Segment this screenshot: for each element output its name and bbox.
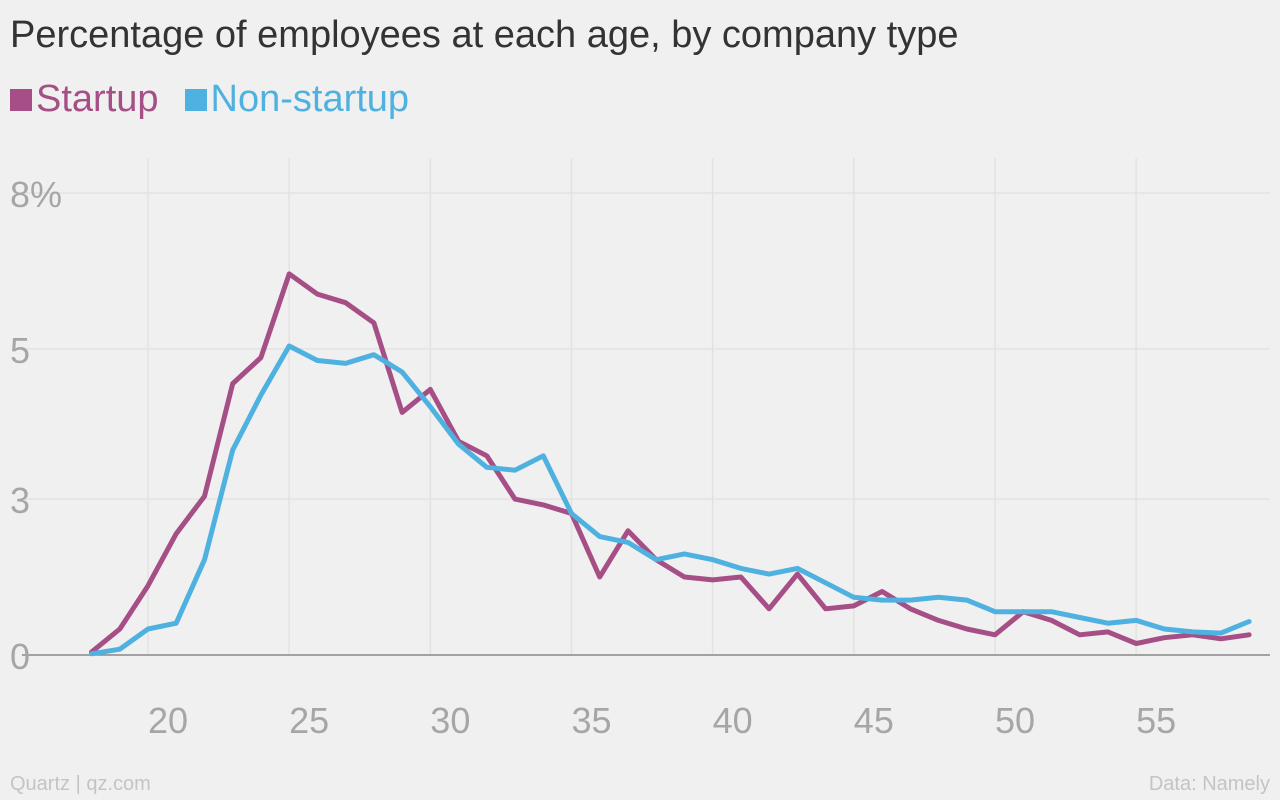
x-tick-label: 35: [571, 700, 611, 741]
legend-swatch-nonstartup: [184, 88, 207, 111]
series-line-nonstartup: [89, 343, 1252, 657]
x-tick-label: 30: [430, 700, 470, 741]
y-tick-label: 8%: [10, 174, 62, 215]
x-tick-label: 20: [148, 700, 188, 741]
chart-title: Percentage of employees at each age, by …: [10, 14, 959, 56]
x-tick-label: 25: [289, 700, 329, 741]
legend-label-startup: Startup: [36, 78, 159, 120]
x-tick-label: 55: [1136, 700, 1176, 741]
legend-item-startup: Startup: [10, 78, 159, 121]
data-source: Data: Namely: [1148, 773, 1270, 795]
series-line-startup: [89, 271, 1252, 655]
source-credit: Quartz | qz.com: [10, 773, 151, 795]
legend-item-nonstartup: Non-startup: [184, 78, 410, 121]
y-tick-label: 3: [10, 480, 30, 521]
y-tick-label: 5: [10, 330, 30, 371]
legend: Startup Non-startup: [10, 78, 435, 121]
x-tick-label: 45: [854, 700, 894, 741]
legend-label-nonstartup: Non-startup: [210, 78, 410, 120]
y-tick-label: 0: [10, 636, 30, 677]
legend-swatch-startup: [10, 88, 32, 111]
x-tick-label: 40: [713, 700, 753, 741]
x-tick-label: 50: [995, 700, 1035, 741]
